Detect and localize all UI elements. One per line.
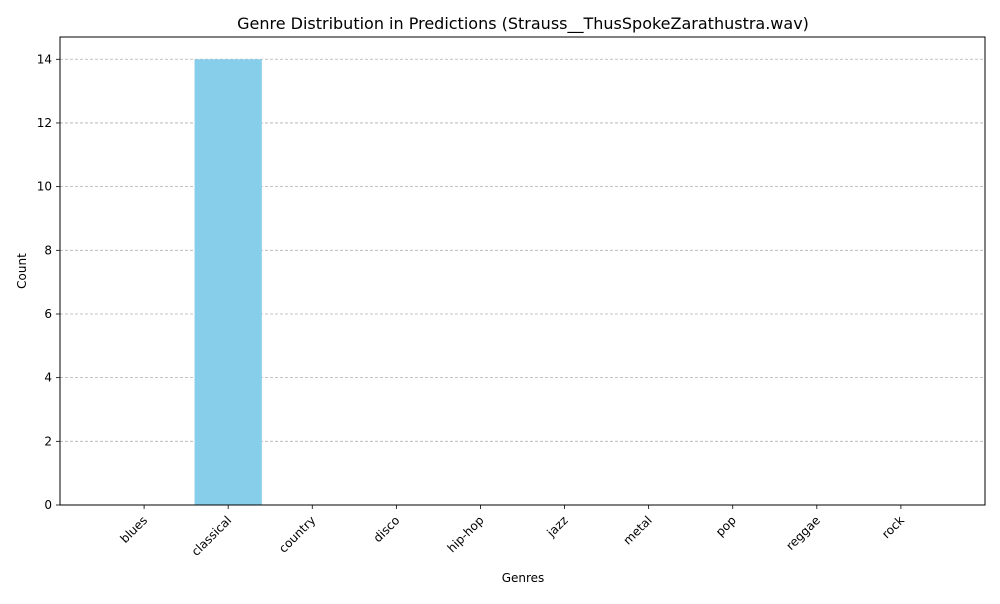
y-tick-label: 4	[44, 371, 52, 385]
x-tick-label-hip-hop: hip-hop	[445, 513, 487, 555]
y-tick-label: 0	[44, 498, 52, 512]
x-tick-label-reggae: reggae	[783, 513, 823, 553]
y-tick-label: 2	[44, 434, 52, 448]
x-tick-label-classical: classical	[189, 513, 235, 559]
y-tick-label: 6	[44, 307, 52, 321]
x-tick-label-blues: blues	[118, 513, 151, 546]
bars	[194, 59, 262, 506]
y-tick-label: 8	[44, 243, 52, 257]
x-axis-label: Genres	[502, 571, 545, 585]
chart-title: Genre Distribution in Predictions (Strau…	[237, 14, 809, 34]
x-tick-label-country: country	[276, 513, 318, 555]
bar-classical	[194, 59, 262, 506]
plot-frame	[59, 36, 986, 506]
y-tick-label: 14	[37, 52, 52, 66]
x-axis-ticks: blues classical country disco hip-hop jazz met…	[118, 505, 907, 559]
y-tick-label: 10	[37, 180, 52, 194]
y-tick-label: 12	[37, 116, 52, 130]
x-tick-label-pop: pop	[713, 513, 739, 539]
x-tick-label-metal: metal	[620, 513, 654, 547]
x-tick-label-jazz: jazz	[544, 513, 571, 540]
y-axis-label: Count	[15, 253, 29, 289]
x-tick-label-rock: rock	[879, 513, 907, 541]
x-tick-label-disco: disco	[371, 513, 403, 545]
gridlines	[60, 58, 985, 506]
y-axis-ticks: 0 2 4 6 8 10 12 14	[37, 52, 60, 512]
